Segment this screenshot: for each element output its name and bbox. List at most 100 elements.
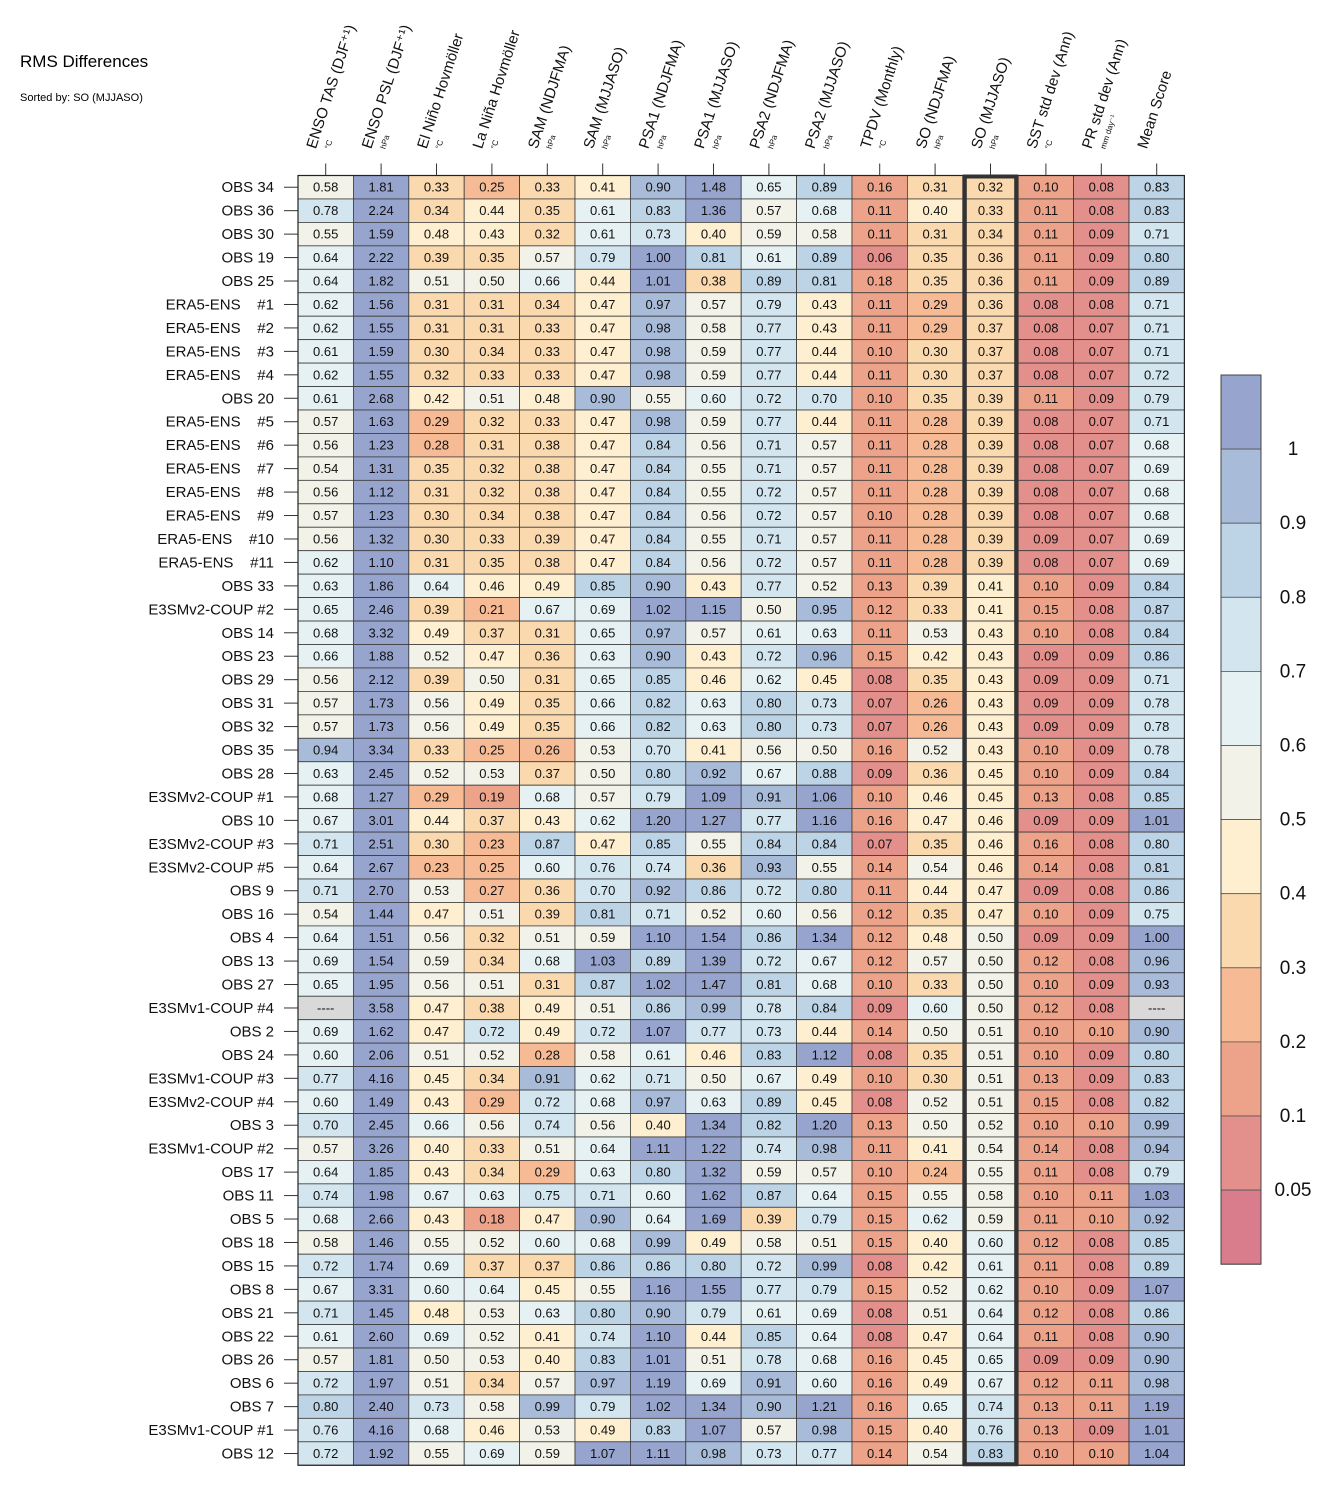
cell-value-label: 0.81 (756, 977, 781, 992)
cell-value-label: 1.27 (368, 789, 393, 804)
cell-value-label: 0.35 (479, 555, 504, 570)
cell-value-label: 0.68 (812, 1352, 837, 1367)
cell-value-label: 0.08 (1033, 414, 1058, 429)
cell-value-label: 1.82 (368, 274, 393, 289)
cell-value-label: 0.09 (1089, 696, 1114, 711)
row-label: OBS 35 (221, 742, 274, 759)
cell-value-label: 0.34 (479, 1071, 504, 1086)
cell-value-label: 0.59 (978, 1212, 1003, 1227)
row-label: ERA5-ENS #4 (166, 367, 274, 384)
cell-value-label: 0.42 (424, 391, 449, 406)
cell-value-label: 0.48 (535, 391, 560, 406)
cell-value-label: 0.73 (756, 1024, 781, 1039)
cell-value-label: 0.84 (812, 1000, 837, 1015)
colorbar-segment (1220, 1115, 1262, 1191)
row-label: E3SMv2-COUP #4 (148, 1094, 274, 1111)
row-label: ERA5-ENS #9 (166, 508, 274, 525)
cell-value-label: 0.71 (1144, 344, 1169, 359)
cell-value-label: 1.49 (368, 1094, 393, 1109)
cell-value-label: 0.33 (479, 1141, 504, 1156)
cell-value-label: 0.43 (978, 696, 1003, 711)
row-label: OBS 33 (221, 578, 274, 595)
cell-value-label: 0.30 (424, 508, 449, 523)
cell-value-label: 1.98 (368, 1188, 393, 1203)
column-unit: hPa (822, 133, 835, 150)
cell-value-label: 0.33 (535, 367, 560, 382)
cell-value-label: 1.73 (368, 719, 393, 734)
cell-value-label: 1.39 (701, 954, 726, 969)
cell-value-label: 0.39 (978, 461, 1003, 476)
cell-value-label: 0.43 (978, 672, 1003, 687)
cell-value-label: 0.74 (645, 860, 670, 875)
cell-value-label: 0.57 (535, 250, 560, 265)
column-unit: °C (877, 139, 888, 151)
cell-value-label: 0.72 (756, 555, 781, 570)
cell-value-label: 0.71 (756, 438, 781, 453)
cell-value-label: 0.12 (1033, 1305, 1058, 1320)
cell-value-label: 0.91 (756, 789, 781, 804)
cell-value-label: 0.57 (922, 954, 947, 969)
cell-value-label: 0.47 (424, 1000, 449, 1015)
cell-value-label: 0.60 (535, 1235, 560, 1250)
cell-value-label: 0.84 (645, 508, 670, 523)
cell-value-label: 1.04 (1144, 1446, 1169, 1461)
cell-value-label: 0.53 (922, 625, 947, 640)
cell-value-label: 0.86 (1144, 649, 1169, 664)
cell-value-label: 0.51 (812, 1235, 837, 1250)
cell-value-label: 0.56 (479, 1118, 504, 1133)
cell-value-label: 2.45 (368, 1118, 393, 1133)
column-header: La Niña Hovmöller (470, 28, 524, 151)
cell-value-label: 0.30 (922, 367, 947, 382)
cell-value-label: 0.07 (1089, 508, 1114, 523)
cell-value-label: 0.33 (922, 602, 947, 617)
cell-value-label: 0.11 (868, 485, 892, 500)
cell-value-label: 0.09 (1089, 907, 1114, 922)
cell-value-label: 0.71 (1144, 227, 1169, 242)
cell-value-label: 0.84 (812, 836, 837, 851)
cell-value-label: 0.68 (313, 789, 338, 804)
cell-value-label: 0.40 (535, 1352, 560, 1367)
cell-value-label: 0.09 (1033, 1352, 1058, 1367)
cell-value-label: 0.62 (313, 297, 338, 312)
cell-value-label: 0.91 (756, 1376, 781, 1391)
row-label: OBS 13 (221, 953, 274, 970)
cell-value-label: 0.67 (424, 1188, 449, 1203)
cell-value-label: 0.50 (590, 766, 615, 781)
cell-value-label: 0.80 (1144, 1047, 1169, 1062)
row-label: E3SMv2-COUP #2 (148, 601, 274, 618)
cell-value-label: 0.11 (868, 297, 892, 312)
cell-value-label: 0.84 (645, 485, 670, 500)
cell-value-label: 0.08 (1089, 883, 1114, 898)
cell-value-label: 0.80 (590, 1305, 615, 1320)
cell-value-label: 0.09 (1089, 649, 1114, 664)
cell-value-label: 1.00 (645, 250, 670, 265)
cell-value-label: 0.79 (756, 297, 781, 312)
column-unit: hPa (711, 133, 724, 150)
colorbar-segment (1220, 448, 1262, 524)
cell-value-label: 0.77 (756, 1282, 781, 1297)
row-label: OBS 31 (221, 695, 274, 712)
column-unit: hPa (988, 133, 1001, 150)
cell-value-label: 1.86 (368, 578, 393, 593)
cell-value-label: 0.15 (867, 1235, 892, 1250)
colorbar-segment (1220, 1041, 1262, 1117)
cell-value-label: 0.59 (424, 954, 449, 969)
cell-value-label: 1.69 (701, 1212, 726, 1227)
cell-value-label: 0.64 (313, 860, 338, 875)
cell-value-label: 0.09 (867, 1000, 892, 1015)
cell-value-label: 0.09 (1033, 531, 1058, 546)
cell-value-label: 1.07 (1144, 1282, 1169, 1297)
cell-value-label: 0.78 (1144, 743, 1169, 758)
row-label: OBS 29 (221, 672, 274, 689)
cell-value-label: 0.48 (922, 930, 947, 945)
cell-value-label: 0.10 (1033, 1118, 1058, 1133)
cell-value-label: 0.38 (701, 274, 726, 289)
cell-value-label: 0.10 (867, 344, 892, 359)
cell-value-label: 0.36 (978, 297, 1003, 312)
cell-value-label: 0.35 (922, 836, 947, 851)
cell-value-label: 0.32 (978, 180, 1003, 195)
cell-value-label: 0.10 (1033, 907, 1058, 922)
cell-value-label: 0.76 (590, 860, 615, 875)
cell-value-label: 0.11 (1034, 1212, 1058, 1227)
cell-value-label: 0.55 (701, 531, 726, 546)
